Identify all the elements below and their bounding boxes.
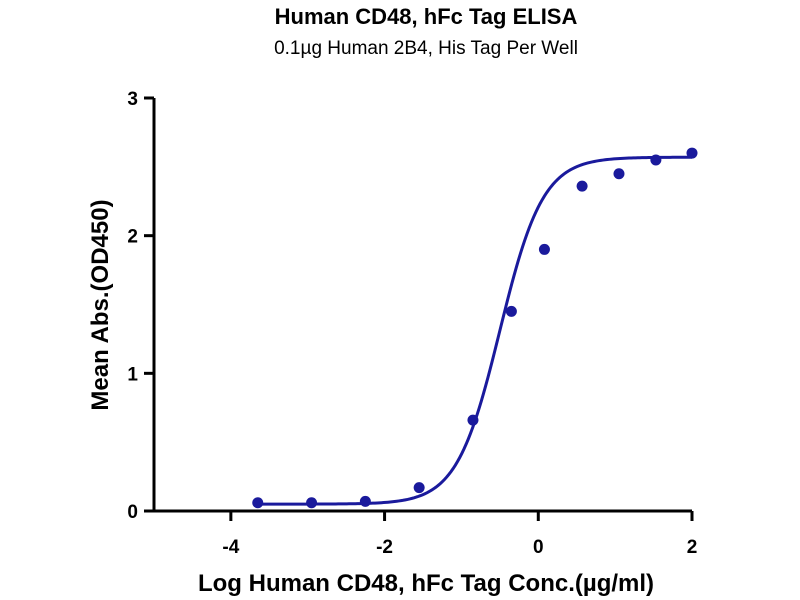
axes [152,98,692,513]
data-point [413,482,425,494]
x-tick-label: -4 [222,537,239,558]
x-tick-label: -2 [376,537,393,558]
x-axis-title: Log Human CD48, hFc Tag Conc.(µg/ml) [198,570,654,597]
chart-subtitle: 0.1µg Human 2B4, His Tag Per Well [274,38,578,59]
data-point [252,497,264,509]
data-points [252,147,698,509]
x-tick-label: 0 [533,537,544,558]
y-axis-title: Mean Abs.(OD450) [87,199,114,410]
y-tick-label: 0 [127,502,138,523]
data-point [359,495,371,507]
fit-curve [257,155,693,506]
data-point [686,147,698,159]
data-point [538,243,550,255]
ticks: -4 -2 0 2 0 1 2 3 [127,89,697,558]
data-point [613,168,625,180]
data-point [306,497,318,509]
data-point [505,305,517,317]
data-point [467,414,479,426]
data-point [650,154,662,166]
y-tick-label: 3 [127,89,138,110]
y-tick-label: 2 [127,227,138,248]
y-tick-label: 1 [127,364,138,385]
x-tick-label: 2 [687,537,698,558]
data-point [576,180,588,192]
chart-title: Human CD48, hFc Tag ELISA [274,4,578,29]
